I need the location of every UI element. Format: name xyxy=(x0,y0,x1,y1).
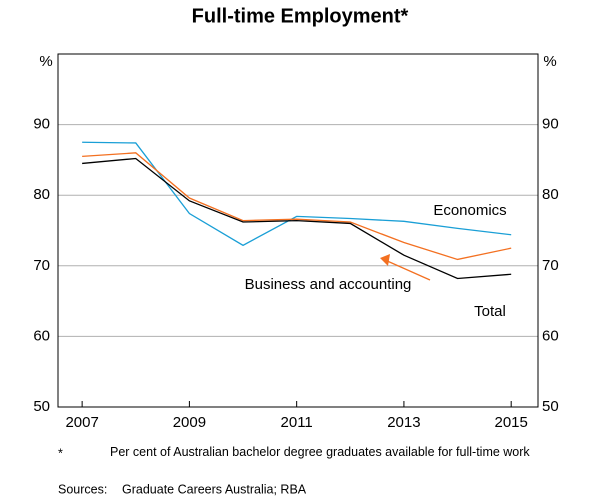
chart-title: Full-time Employment* xyxy=(192,5,409,27)
x-tick-label: 2015 xyxy=(494,414,527,431)
y-tick-label-right: 70 xyxy=(542,257,559,274)
y-tick-label: 70 xyxy=(33,257,50,274)
x-tick-label: 2013 xyxy=(387,414,420,431)
note-text: Per cent of Australian bachelor degree g… xyxy=(110,445,530,459)
annotation-arrowhead xyxy=(380,254,390,266)
y-tick-label: 90 xyxy=(33,116,50,133)
note-text-box: Per cent of Australian bachelor degree g… xyxy=(110,445,530,459)
y-tick-label-right: 80 xyxy=(542,186,559,203)
y-tick-label: 80 xyxy=(33,186,50,203)
y-tick-label: 50 xyxy=(33,398,50,415)
y-unit-left: % xyxy=(39,53,52,70)
plot-frame xyxy=(57,53,539,408)
source-text: Graduate Careers Australia; RBA xyxy=(122,482,307,496)
series-label: Business and accounting xyxy=(245,276,412,293)
series-line xyxy=(82,141,512,247)
y-tick-label-right: 90 xyxy=(542,116,559,133)
x-tick-label: 2009 xyxy=(173,414,206,431)
note-marker: * xyxy=(58,446,63,460)
y-tick-label-right: 60 xyxy=(542,327,559,344)
source-marker: Sources: xyxy=(58,482,107,496)
annotation-arrow xyxy=(384,259,431,281)
series-label: Economics xyxy=(433,202,506,219)
y-unit-right: % xyxy=(543,53,556,70)
y-tick-label-right: 50 xyxy=(542,398,559,415)
series-label: Total xyxy=(474,303,506,320)
x-tick-label: 2007 xyxy=(65,414,98,431)
y-tick-label: 60 xyxy=(33,327,50,344)
x-tick-label: 2011 xyxy=(281,414,313,431)
series-line xyxy=(82,152,512,261)
series-line xyxy=(82,157,512,280)
